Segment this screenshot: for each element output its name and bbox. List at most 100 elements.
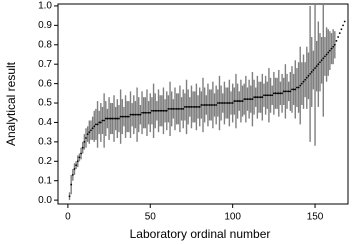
data-point <box>81 146 84 149</box>
data-point <box>299 84 302 87</box>
data-point <box>268 94 270 97</box>
data-point <box>80 152 82 155</box>
data-point <box>179 107 181 110</box>
data-point <box>241 100 244 102</box>
data-point <box>213 104 216 106</box>
data-point <box>277 92 280 95</box>
data-point <box>86 133 89 135</box>
data-point <box>248 98 251 101</box>
data-point <box>309 73 312 75</box>
data-point <box>210 104 213 106</box>
data-point <box>244 98 247 101</box>
data-point <box>131 113 134 116</box>
data-point <box>175 107 178 110</box>
data-point <box>141 111 143 114</box>
data-point <box>78 156 81 159</box>
data-point <box>340 28 343 31</box>
x-tick-label: 0 <box>65 212 71 223</box>
data-point <box>246 98 249 101</box>
data-point <box>208 104 211 106</box>
data-point <box>226 102 229 104</box>
data-point <box>297 86 300 89</box>
data-point <box>91 127 94 130</box>
data-point <box>271 94 274 97</box>
data-point <box>251 98 254 101</box>
data-point <box>305 76 308 79</box>
data-point <box>231 102 234 104</box>
data-point <box>76 160 79 163</box>
data-point <box>136 113 138 116</box>
data-point <box>216 102 219 104</box>
data-point <box>193 106 196 108</box>
data-point <box>90 129 92 132</box>
data-point <box>103 119 106 122</box>
data-point <box>294 88 297 91</box>
data-point <box>282 90 285 93</box>
data-point <box>221 102 224 104</box>
data-point <box>190 106 193 108</box>
data-point <box>160 109 163 112</box>
data-point <box>139 113 142 116</box>
y-tick-label: 0.2 <box>38 156 52 167</box>
data-point <box>328 49 331 52</box>
data-point <box>165 109 168 112</box>
y-tick-label: 1.0 <box>38 1 52 12</box>
x-tick-label: 50 <box>145 212 157 223</box>
data-point <box>228 102 231 104</box>
data-point <box>142 111 145 114</box>
data-point <box>132 113 135 116</box>
data-point <box>259 96 262 99</box>
data-point <box>256 96 259 99</box>
x-tick-label: 150 <box>307 212 324 223</box>
data-point <box>322 57 325 60</box>
data-point <box>195 106 198 108</box>
data-point <box>215 104 218 106</box>
y-tick-label: 0.7 <box>38 59 52 70</box>
data-point <box>233 100 236 102</box>
data-point <box>337 36 340 38</box>
data-point <box>170 107 173 110</box>
y-tick-label: 0.8 <box>38 39 52 50</box>
data-point <box>104 117 107 120</box>
x-axis-title: Laboratory ordinal number <box>130 227 271 241</box>
data-point <box>205 104 208 106</box>
data-point <box>147 111 150 114</box>
data-point <box>333 43 336 46</box>
data-point <box>254 96 257 99</box>
data-point <box>83 140 86 143</box>
data-point <box>325 53 328 56</box>
data-point <box>338 32 341 35</box>
y-tick-label: 0.6 <box>38 78 52 89</box>
data-point <box>302 80 305 83</box>
data-point <box>118 117 120 120</box>
data-point <box>203 104 206 106</box>
plot-area <box>68 4 346 201</box>
y-tick-label: 0.1 <box>38 175 52 186</box>
data-point <box>324 55 326 58</box>
data-point <box>127 115 130 118</box>
data-point <box>300 82 303 85</box>
data-point <box>113 117 115 120</box>
data-point <box>274 92 277 95</box>
data-point <box>149 111 152 114</box>
data-point <box>197 106 199 108</box>
data-point <box>200 104 203 106</box>
data-point <box>230 102 232 104</box>
data-point <box>223 102 226 104</box>
data-point <box>121 115 124 118</box>
data-point <box>154 109 157 112</box>
data-point <box>235 100 237 102</box>
data-point <box>343 20 346 23</box>
data-point <box>310 71 313 73</box>
data-point <box>134 113 137 116</box>
data-point <box>109 117 112 120</box>
y-tick-label: 0.4 <box>38 117 52 128</box>
data-point <box>264 94 267 97</box>
data-point <box>258 96 260 99</box>
data-point <box>101 119 104 122</box>
data-point <box>119 115 122 118</box>
data-point <box>342 24 344 27</box>
data-point <box>317 63 320 66</box>
y-axis-title: Analytical result <box>4 61 18 146</box>
data-point <box>164 109 167 112</box>
